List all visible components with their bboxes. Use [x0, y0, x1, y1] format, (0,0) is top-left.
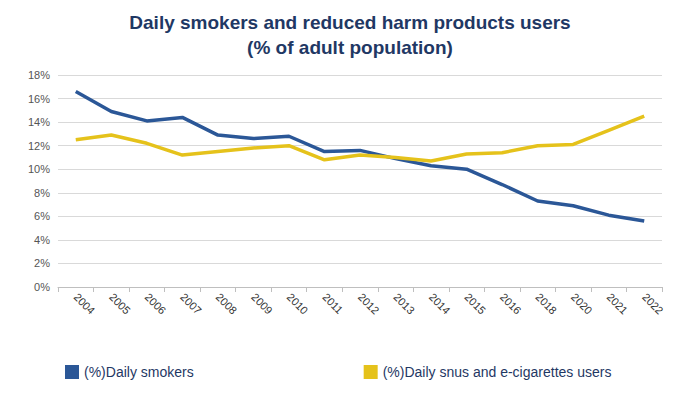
svg-text:2021: 2021 — [604, 291, 630, 317]
svg-text:2015: 2015 — [462, 291, 488, 317]
svg-text:10%: 10% — [28, 163, 50, 175]
svg-text:16%: 16% — [28, 93, 50, 105]
svg-text:2005: 2005 — [107, 291, 133, 317]
svg-text:2004: 2004 — [72, 291, 98, 317]
svg-text:2020: 2020 — [569, 291, 595, 317]
svg-text:18%: 18% — [28, 69, 50, 81]
svg-text:12%: 12% — [28, 140, 50, 152]
svg-text:2013: 2013 — [391, 291, 417, 317]
svg-text:2006: 2006 — [143, 291, 169, 317]
svg-text:2018: 2018 — [533, 291, 559, 317]
svg-text:2009: 2009 — [249, 291, 275, 317]
svg-text:(%)Daily smokers: (%)Daily smokers — [84, 364, 194, 380]
svg-text:2012: 2012 — [356, 291, 382, 317]
svg-text:0%: 0% — [34, 281, 50, 293]
svg-text:(%)Daily snus and e-cigarettes: (%)Daily snus and e-cigarettes users — [383, 364, 612, 380]
svg-text:4%: 4% — [34, 234, 50, 246]
svg-text:2007: 2007 — [178, 291, 204, 317]
svg-text:2011: 2011 — [320, 291, 345, 316]
svg-text:2008: 2008 — [214, 291, 240, 317]
svg-text:2%: 2% — [34, 257, 50, 269]
svg-text:Daily smokers and reduced harm: Daily smokers and reduced harm products … — [129, 12, 570, 33]
svg-text:2016: 2016 — [498, 291, 524, 317]
svg-text:6%: 6% — [34, 210, 50, 222]
svg-text:2010: 2010 — [285, 291, 311, 317]
svg-text:8%: 8% — [34, 187, 50, 199]
svg-text:2022: 2022 — [640, 291, 666, 317]
svg-text:14%: 14% — [28, 116, 50, 128]
svg-text:2014: 2014 — [427, 291, 453, 317]
svg-text:(% of adult population): (% of adult population) — [247, 37, 453, 58]
